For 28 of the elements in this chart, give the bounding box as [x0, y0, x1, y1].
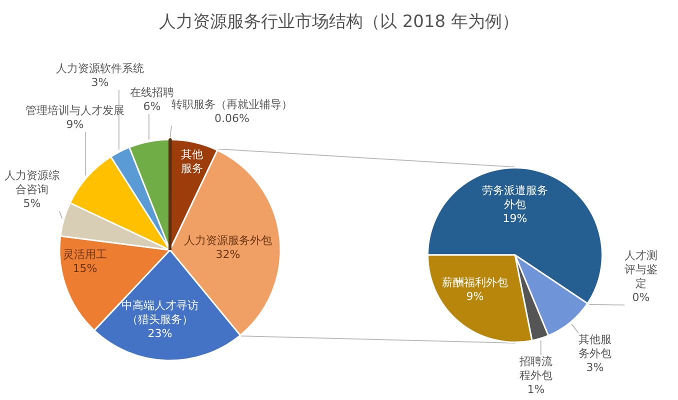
slice-label: 人力资源综合咨询 [4, 168, 60, 196]
data-label: 9% [66, 118, 84, 131]
slice-label: 人力资源软件系统 [56, 62, 144, 75]
data-label: 19% [502, 212, 528, 225]
data-label: 0.06% [214, 112, 250, 125]
slice-label: 薪酬福利外包 [442, 276, 508, 289]
text: 0% [632, 290, 650, 304]
text: 人力资源服务行业市场结构（以 2018 年为例） [158, 11, 520, 33]
data-label: 5% [23, 196, 41, 210]
slice-label: 中高端人才寻访（猎头服务） [122, 298, 198, 326]
slice-label: 灵活用工 [63, 248, 107, 261]
data-label: 9% [466, 290, 484, 303]
data-label: 32% [216, 248, 240, 261]
data-label: 3% [586, 360, 604, 374]
data-label: 1% [527, 382, 545, 396]
slice-label: 劳务派遣服务外包 [482, 184, 548, 211]
data-label: 3% [91, 76, 109, 89]
category-label: 人才测评与鉴定 [624, 248, 658, 290]
slice-label: 转职服务（再就业辅导） [172, 98, 292, 111]
data-label: 23% [148, 326, 172, 340]
slice-label: 招聘流程外包 [518, 354, 552, 382]
slice-label: 人力资源服务外包 [184, 234, 272, 247]
data-label: 15% [72, 262, 98, 275]
data-label: 6% [143, 100, 161, 113]
slice-label: 其他服务外包 [578, 332, 612, 360]
slice-label: 其他服务 [181, 148, 203, 175]
slice-label: 在线招聘 [130, 86, 174, 99]
slice-label: 管理培训与人才发展 [26, 104, 124, 117]
